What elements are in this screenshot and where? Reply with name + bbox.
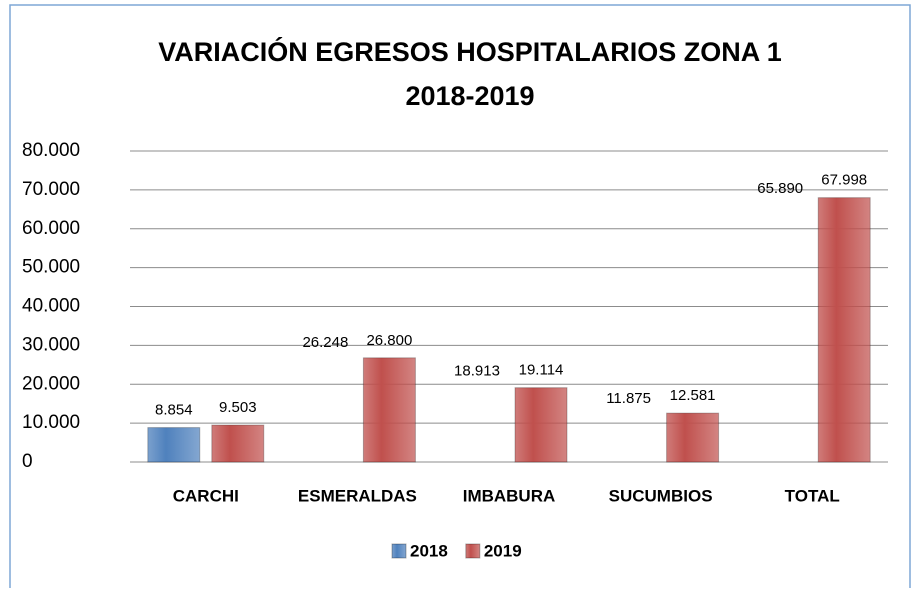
y-tick-label: 80.000	[22, 140, 80, 161]
data-label: 11.875	[606, 390, 651, 407]
bar	[666, 412, 720, 463]
y-tick-label: 60.000	[22, 218, 80, 239]
legend-label: 2018	[410, 541, 448, 560]
x-tick-label: CARCHI	[173, 486, 239, 505]
y-tick-label: 40.000	[22, 296, 80, 317]
legend-swatch	[391, 543, 407, 559]
y-tick-label: 20.000	[22, 373, 80, 394]
chart-border	[9, 4, 911, 588]
data-label: 26.248	[302, 334, 348, 351]
x-tick-label: ESMERALDAS	[298, 486, 417, 505]
x-tick-label: SUCUMBIOS	[609, 486, 713, 505]
bar	[211, 424, 265, 463]
bar	[514, 387, 568, 463]
x-tick-label: TOTAL	[785, 486, 840, 505]
data-label: 9.503	[219, 399, 257, 416]
data-label: 67.998	[821, 172, 867, 189]
bar	[362, 357, 416, 463]
chart-title: 2018-2019	[405, 81, 534, 111]
legend-label: 2019	[484, 541, 522, 560]
data-label: 18.913	[454, 362, 500, 379]
data-label: 8.854	[155, 402, 193, 419]
data-label: 65.890	[757, 180, 803, 197]
y-tick-label: 0	[22, 451, 33, 472]
y-tick-label: 10.000	[22, 412, 80, 433]
bar	[299, 360, 351, 462]
legend-swatch	[465, 543, 481, 559]
data-label: 26.800	[366, 332, 412, 349]
y-tick-label: 50.000	[22, 257, 80, 278]
data-label: 19.114	[519, 362, 564, 379]
bar	[451, 388, 503, 462]
x-tick-label: IMBABURA	[463, 486, 556, 505]
data-label: 12.581	[670, 387, 716, 404]
y-tick-label: 30.000	[22, 334, 80, 355]
y-tick-label: 70.000	[22, 179, 80, 200]
bar	[147, 427, 201, 463]
chart-title: VARIACIÓN EGRESOS HOSPITALARIOS ZONA 1	[158, 36, 782, 67]
bar	[817, 197, 871, 463]
